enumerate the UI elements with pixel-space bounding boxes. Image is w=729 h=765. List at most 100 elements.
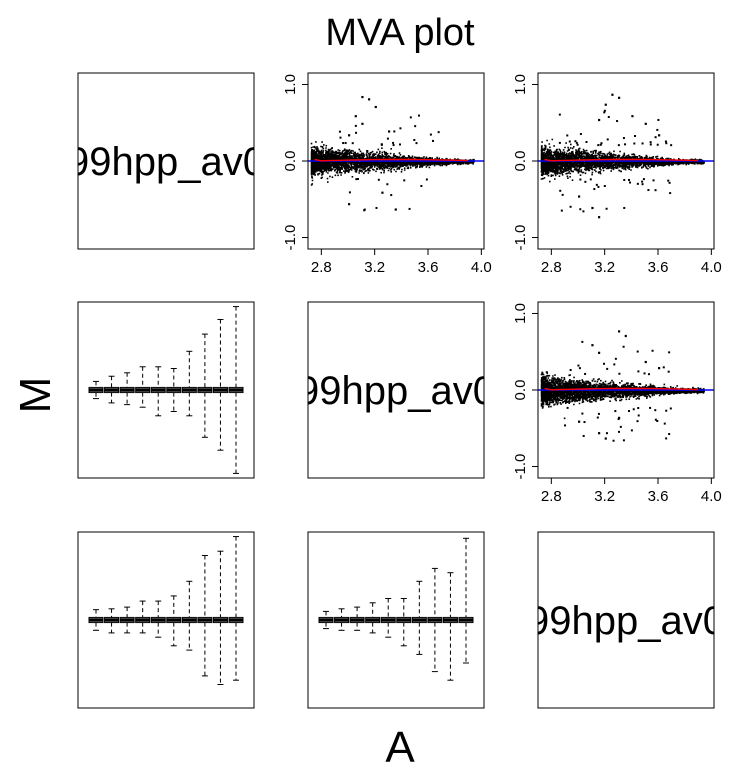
scatter-point [374, 105, 377, 109]
scatter-point [641, 183, 644, 186]
boxplot-box [197, 555, 213, 677]
scatter-point [644, 122, 647, 125]
scatter-point [657, 118, 660, 121]
x-axis-label: A [385, 723, 415, 765]
scatter-point [598, 118, 601, 122]
scatter-point [355, 178, 358, 181]
scatter-point [654, 409, 657, 412]
scatter-point [582, 434, 585, 437]
scatter-point [654, 189, 657, 192]
scatter-point [637, 407, 640, 410]
panel-grid: 99hpp_av0 2.8 3.2 3.6 4.0 -1.0 0.0 1.0 2.8 3.2 3.6… [67, 72, 722, 709]
scatter-point [605, 207, 608, 210]
panel-frame [307, 531, 485, 709]
scatter-point [605, 432, 608, 435]
scatter-point [561, 193, 564, 196]
scatter-point [611, 93, 614, 96]
x-tick-label: 2.8 [541, 488, 562, 505]
scatter-point [584, 372, 587, 375]
point-cloud [540, 371, 705, 420]
boxplot-box [104, 608, 120, 634]
y-tick-label: 1.0 [512, 303, 529, 324]
scatter-point [363, 209, 366, 212]
scatter-point [569, 205, 572, 208]
scatter-point [338, 130, 341, 133]
panel-frame [537, 531, 715, 709]
panel-frame [307, 301, 485, 479]
scatter-point [606, 367, 609, 370]
x-tick-label: 2.8 [311, 259, 332, 276]
scatter-point [582, 210, 585, 213]
scatter-point [589, 178, 592, 181]
scatter-point [619, 425, 622, 428]
scatter-point [596, 416, 599, 419]
scatter-point [432, 139, 435, 142]
scatter-point [558, 141, 561, 144]
scatter-point [394, 208, 397, 211]
scatter-point [665, 437, 668, 440]
x-axis: 2.8 3.2 3.6 4.0 [541, 477, 722, 505]
scatter-point [393, 130, 396, 133]
x-tick-label: 3.2 [594, 488, 615, 505]
scatter-point [656, 143, 659, 146]
scatter-point [598, 351, 601, 354]
boxplot-box [228, 536, 244, 681]
scatter-point [344, 142, 347, 145]
x-tick-label: 4.0 [701, 259, 722, 276]
y-axis: -1.0 0.0 1.0 [282, 74, 309, 250]
boxplot-box [119, 372, 135, 406]
scatter-point [408, 207, 411, 210]
x-axis: 2.8 3.2 3.6 4.0 [541, 248, 722, 276]
scatter-point [669, 407, 672, 410]
boxplot-box [150, 366, 166, 417]
x-tick-label: 4.0 [471, 259, 492, 276]
scatter-point [361, 95, 364, 99]
scatter-point [612, 439, 615, 442]
panel-r1-c1: 99hpp_av0 [67, 72, 265, 250]
scatter-point [641, 180, 644, 183]
scatter-point [617, 144, 620, 147]
scatter-point [566, 406, 569, 409]
scatter-point [651, 349, 654, 352]
scatter-point [632, 408, 635, 411]
scatter-point [616, 120, 619, 123]
scatter-point [647, 189, 650, 192]
x-tick-label: 4.0 [701, 488, 722, 505]
scatter-point [574, 140, 577, 143]
scatter-point [351, 142, 354, 145]
boxplot-box [88, 609, 104, 631]
scatter-point [560, 209, 563, 212]
scatter-point [591, 206, 594, 210]
boxplot-box [318, 610, 334, 630]
scatter-point [381, 191, 384, 194]
boxplot-box [181, 350, 197, 417]
panel-r2-c2: 99hpp_av0 [307, 301, 485, 479]
scatter-point [663, 422, 666, 425]
scatter-point [578, 420, 581, 423]
scatter-point [585, 141, 588, 144]
scatter-point [656, 419, 659, 422]
panel-frame [77, 301, 255, 479]
scatter-point [633, 142, 636, 145]
scatter-point [409, 116, 412, 119]
scatter-point [597, 412, 600, 415]
boxplot-box [104, 375, 120, 404]
scatter-point [670, 144, 673, 147]
scatter-point [665, 142, 668, 145]
scatter-point [399, 143, 402, 146]
boxplot-box [334, 608, 350, 631]
boxplot-box [135, 366, 151, 408]
panel-frame [307, 72, 485, 250]
y-tick-label: -1.0 [512, 454, 529, 480]
scatter-point [579, 133, 582, 136]
boxplot-box [166, 595, 182, 647]
scatter-point [631, 115, 634, 118]
scatter-point [568, 140, 571, 143]
scatter-point [630, 429, 633, 432]
scatter-point [617, 418, 620, 421]
loess-line [544, 158, 699, 162]
scatter-point [642, 178, 645, 181]
scatter-point [581, 412, 584, 415]
x-tick-label: 3.6 [418, 259, 439, 276]
diagonal-label: 99hpp_av0 [67, 140, 265, 184]
